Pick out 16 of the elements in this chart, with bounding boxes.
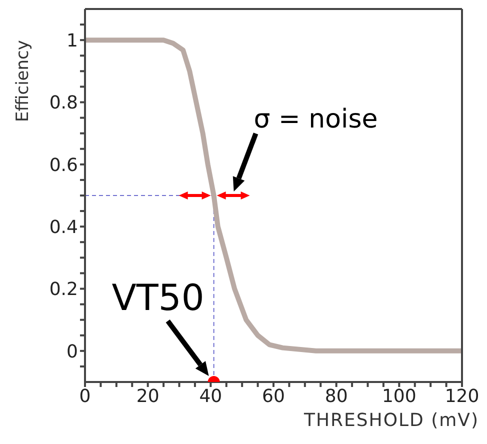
y-tick-label: 1 (66, 30, 78, 52)
y-tick-label: 0.2 (49, 279, 78, 300)
x-tick-label: 120 (444, 386, 480, 407)
x-tick-label: 20 (136, 386, 160, 407)
y-axis-title: Efficiency (13, 40, 34, 122)
annotation: σ = noise (254, 104, 378, 134)
annotation: VT50 (112, 278, 204, 319)
x-tick-label: 100 (382, 386, 416, 407)
x-axis-title: THRESHOLD (mV) (304, 410, 479, 431)
x-tick-label: 80 (324, 386, 348, 407)
x-tick-label: 60 (262, 386, 285, 407)
y-tick-label: 0 (66, 341, 78, 362)
y-tick-label: 0.4 (49, 216, 78, 238)
y-tick-label: 0.8 (49, 92, 78, 114)
y-tick-label: 0.6 (49, 154, 78, 176)
x-tick-label: 40 (199, 386, 222, 407)
